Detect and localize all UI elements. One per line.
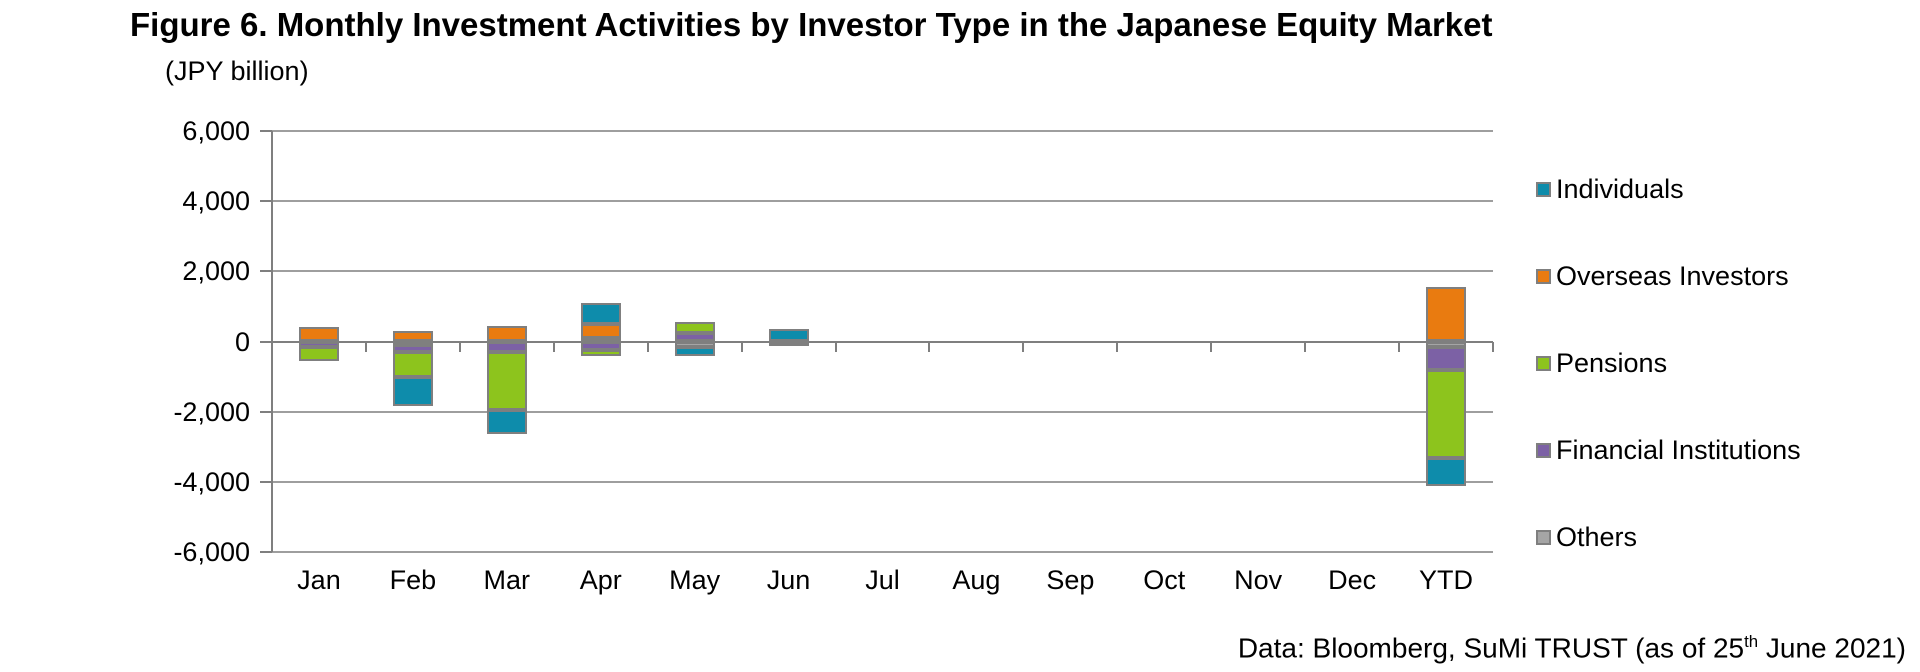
bar-segment-others-feb	[392, 341, 433, 346]
bar-segment-financial-institutions-apr	[580, 341, 621, 351]
y-axis-tick-label: 6,000	[182, 116, 250, 146]
source-note-superscript: th	[1744, 632, 1759, 651]
x-axis-tick	[1022, 341, 1025, 352]
chart-legend: Individuals Overseas Investors Pensions Fin…	[1536, 174, 1801, 553]
y-axis-tick-label: 4,000	[182, 186, 250, 217]
x-axis-tick-label: Oct	[1143, 565, 1186, 595]
x-axis-tick-label: YTD	[1419, 565, 1474, 595]
x-axis-tick	[1116, 341, 1119, 352]
x-axis-tick	[740, 341, 743, 352]
bar-segment-individuals-may	[674, 346, 715, 356]
x-axis-tick	[834, 341, 837, 352]
bar-segment-financial-institutions-ytd	[1426, 346, 1467, 370]
x-axis-tick	[1398, 341, 1401, 352]
y-axis-tick-label: -4,000	[173, 466, 250, 497]
source-note-suffix: June 2021)	[1758, 632, 1906, 664]
x-axis-tick	[458, 341, 461, 352]
x-axis-tick	[1210, 341, 1213, 352]
gridline	[272, 130, 1493, 132]
figure-title: Figure 6. Monthly Investment Activities …	[130, 6, 1493, 43]
bar-segment-pensions-may	[674, 321, 715, 333]
x-axis-tick	[1304, 341, 1307, 352]
gridline	[272, 270, 1493, 273]
bar-segment-individuals-feb	[392, 376, 433, 407]
bar-segment-financial-institutions-feb	[392, 345, 433, 353]
gridline	[272, 551, 1493, 553]
x-axis-tick	[928, 341, 931, 352]
bar-segment-others-ytd	[1426, 341, 1467, 347]
bar-segment-overseas-investors-mar	[486, 325, 527, 342]
legend-label: Overseas Investors	[1556, 261, 1789, 291]
bar-segment-others-jun	[768, 341, 809, 346]
y-axis-tick	[260, 480, 272, 483]
x-axis-tick-label: May	[669, 565, 721, 595]
legend-item-individuals: Individuals	[1536, 174, 1801, 205]
x-axis-tick	[1492, 341, 1494, 352]
gridline	[272, 480, 1493, 483]
x-axis-tick-label: Dec	[1328, 565, 1377, 595]
x-axis-tick-label: Aug	[952, 565, 1001, 595]
x-axis-tick-label: Jul	[865, 565, 900, 595]
y-axis-tick-label: 2,000	[182, 256, 250, 287]
bar-segment-financial-institutions-jan	[298, 341, 339, 347]
x-axis-tick-label: Nov	[1234, 565, 1283, 595]
x-axis-tick-label: Apr	[579, 565, 622, 595]
x-axis-zero-line	[272, 340, 1493, 343]
legend-label: Individuals	[1556, 174, 1684, 204]
y-axis-unit-label: (JPY billion)	[165, 56, 309, 86]
legend-swatch-overseas-investors	[1536, 269, 1551, 284]
bar-segment-financial-institutions-may	[674, 332, 715, 342]
x-axis-tick-label: Feb	[389, 565, 437, 595]
x-axis-tick	[646, 341, 649, 352]
y-axis-tick-label: 0	[234, 326, 250, 357]
y-axis-tick	[260, 130, 272, 132]
x-axis-tick-label: Jun	[766, 565, 811, 595]
y-axis-tick-label: -6,000	[173, 537, 250, 567]
bar-segment-individuals-ytd	[1426, 457, 1467, 487]
bar-segment-others-may	[674, 341, 715, 347]
bar-segment-overseas-investors-jan	[298, 327, 339, 342]
bar-segment-individuals-apr	[580, 302, 621, 324]
legend-swatch-others	[1536, 530, 1551, 545]
legend-label: Others	[1556, 522, 1638, 552]
legend-label: Pensions	[1556, 348, 1668, 378]
bar-segment-pensions-feb	[392, 352, 433, 377]
x-axis-tick-label: Mar	[483, 565, 531, 595]
legend-label: Financial Institutions	[1556, 435, 1801, 465]
x-axis-tick-label: Jan	[297, 565, 341, 595]
legend-swatch-financial-institutions	[1536, 443, 1551, 458]
legend-swatch-individuals	[1536, 182, 1551, 197]
y-axis-tick	[260, 200, 272, 203]
bar-segment-individuals-mar	[486, 409, 527, 435]
y-axis-tick-label: -2,000	[173, 396, 250, 427]
y-axis-tick	[260, 551, 272, 553]
bar-segment-others-apr	[580, 337, 621, 342]
legend-item-pensions: Pensions	[1536, 348, 1801, 379]
legend-item-others: Others	[1536, 522, 1801, 553]
bar-segment-overseas-investors-apr	[580, 323, 621, 338]
legend-item-overseas-investors: Overseas Investors	[1536, 261, 1801, 292]
y-axis-tick	[260, 340, 272, 343]
bar-segment-financial-institutions-mar	[486, 341, 527, 353]
bar-segment-overseas-investors-feb	[392, 330, 433, 342]
bar-segment-overseas-investors-ytd	[1426, 287, 1467, 342]
gridline	[272, 200, 1493, 203]
y-axis-tick	[260, 270, 272, 273]
data-source-note: Data: Bloomberg, SuMi TRUST (as of 25th …	[1238, 632, 1906, 664]
x-axis-tick	[552, 341, 555, 352]
bar-segment-pensions-mar	[486, 352, 527, 410]
legend-swatch-pensions	[1536, 356, 1551, 371]
bar-segment-pensions-jan	[298, 346, 339, 361]
source-note-text: Data: Bloomberg, SuMi TRUST (as of 25	[1237, 632, 1745, 664]
bar-segment-pensions-apr	[580, 350, 621, 356]
bar-segment-individuals-jun	[768, 329, 809, 342]
y-axis-tick	[260, 410, 272, 413]
x-axis-tick	[364, 341, 367, 352]
gridline	[272, 410, 1493, 413]
x-axis-tick-label: Sep	[1046, 565, 1095, 595]
bar-segment-pensions-ytd	[1426, 369, 1467, 458]
legend-item-financial-institutions: Financial Institutions	[1536, 435, 1801, 466]
